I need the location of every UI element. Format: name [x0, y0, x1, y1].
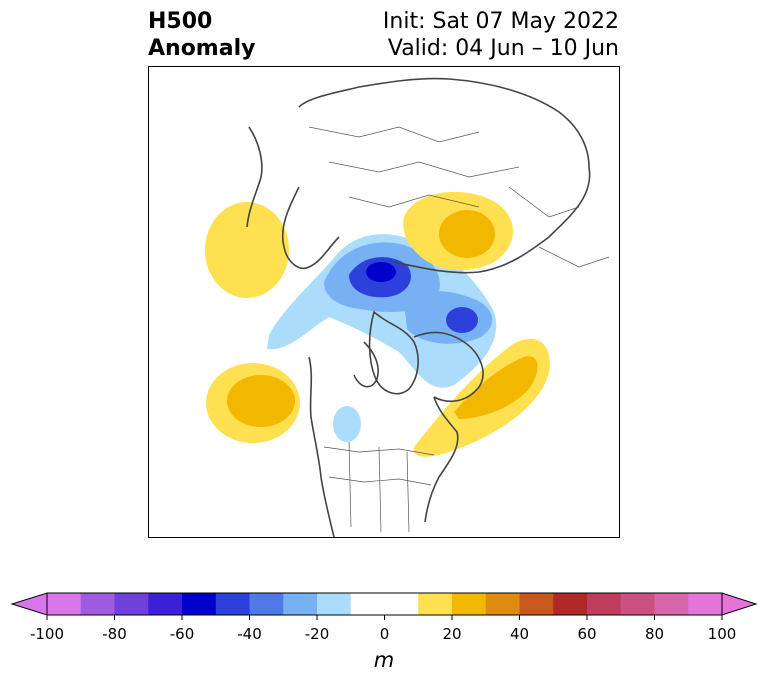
- colorbar-bin-1: [80, 593, 115, 615]
- map-title-line2: Anomaly: [148, 36, 256, 61]
- colorbar-tick-label: -40: [237, 625, 262, 643]
- colorbar-tick-label: 60: [577, 625, 597, 643]
- coastline-north-america-east: [424, 396, 459, 523]
- map-canvas: [205, 77, 610, 537]
- colorbar-bin-7: [283, 593, 318, 615]
- coastline-greenland: [368, 310, 419, 395]
- map-title: H500 Anomaly: [148, 8, 255, 62]
- colorbar-bin-2: [114, 593, 149, 615]
- colorbar-bin-17: [654, 593, 689, 615]
- colorbar-tick-label: 40: [509, 625, 530, 643]
- colorbar-bin-13: [519, 593, 554, 615]
- colorbar-tick-label: 100: [707, 625, 737, 643]
- negative-anomaly-canada-small: [333, 406, 361, 442]
- colorbar-svg: [10, 592, 758, 620]
- colorbar-extend-low: [10, 592, 48, 616]
- colorbar-bin-4: [182, 593, 217, 615]
- anomaly-map: [148, 66, 620, 538]
- colorbar-tick-label: -20: [304, 625, 330, 643]
- colorbar-tick-label: -100: [29, 625, 65, 643]
- coastline-eurasia: [298, 77, 591, 274]
- colorbar-bin-10: [418, 593, 453, 615]
- coastline-europe: [281, 186, 340, 269]
- colorbar-bin-12: [485, 593, 520, 615]
- colorbar-extend-high: [721, 592, 758, 616]
- coastlines: [246, 77, 591, 537]
- positive-anomaly-northpacific-inner: [227, 375, 295, 427]
- positive-anomaly-atlantic-inner: [454, 356, 538, 419]
- colorbar-tick-label: -80: [102, 625, 127, 643]
- negative-anomaly-greenland-inner: [446, 307, 478, 333]
- colorbar-bin-5: [215, 593, 250, 615]
- coastline-alaska: [246, 126, 263, 228]
- colorbar-bin-6: [249, 593, 284, 615]
- coastline-north-america-west: [308, 356, 335, 537]
- colorbar-bin-14: [553, 593, 588, 615]
- map-subtitle: Init: Sat 07 May 2022 Valid: 04 Jun – 10…: [383, 8, 619, 62]
- colorbar-bin-18: [688, 593, 723, 615]
- colorbar-tick-label: 20: [442, 625, 462, 643]
- colorbar-bin-16: [620, 593, 655, 615]
- colorbar-bin-11: [452, 593, 487, 615]
- init-date: Init: Sat 07 May 2022: [382, 9, 619, 34]
- valid-range: Valid: 04 Jun – 10 Jun: [387, 36, 619, 61]
- colorbar-bin-9: [350, 593, 419, 615]
- colorbar-tick-label: 80: [644, 625, 665, 643]
- colorbar: [0, 585, 768, 625]
- positive-anomaly-siberia-inner: [439, 210, 495, 258]
- coastline-canada-arctic: [413, 331, 484, 403]
- positive-anomaly-pacific-outer: [205, 202, 289, 298]
- colorbar-tick-label: -60: [169, 625, 195, 643]
- anomaly-shading: [205, 191, 550, 457]
- borders: [308, 126, 610, 533]
- map-title-line1: H500: [148, 9, 213, 34]
- colorbar-bin-15: [587, 593, 622, 615]
- colorbar-bin-8: [317, 593, 352, 615]
- colorbar-tick-label: 0: [379, 625, 390, 643]
- coastline-hudson-bay: [353, 341, 379, 388]
- colorbar-bin-3: [148, 593, 183, 615]
- colorbar-bin-0: [47, 593, 82, 615]
- colorbar-units: m: [373, 648, 395, 672]
- negative-anomaly-core: [366, 262, 396, 282]
